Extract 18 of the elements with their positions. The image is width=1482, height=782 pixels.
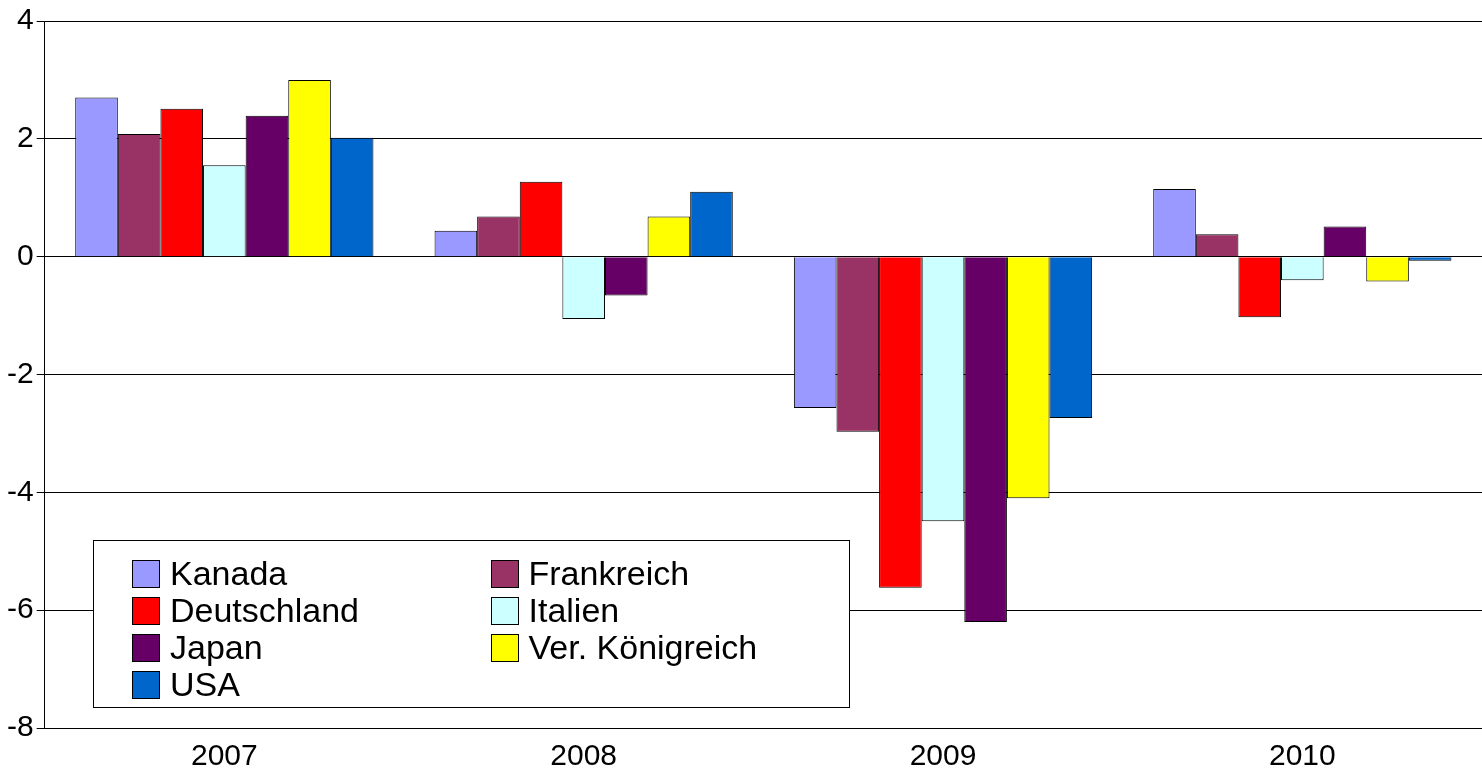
y-tick-label: -4: [6, 473, 34, 507]
legend-label: Ver. Königreich: [528, 628, 758, 666]
legend-label: Deutschland: [170, 591, 360, 629]
y-tick-label: -8: [6, 709, 34, 743]
legend-label: USA: [170, 665, 240, 703]
y-tick-label: -6: [6, 591, 34, 625]
legend-label: Japan: [170, 628, 263, 666]
y-tick-label: 0: [16, 237, 34, 271]
legend-label: Frankreich: [528, 554, 690, 592]
x-tick-label: 2010: [1268, 738, 1336, 772]
x-tick-label: 2008: [550, 738, 618, 772]
x-tick-label: 2007: [190, 738, 258, 772]
y-tick-label: 4: [16, 2, 34, 36]
x-tick-label: 2009: [909, 738, 977, 772]
y-tick-label: -2: [6, 355, 34, 389]
y-tick-label: 2: [16, 120, 34, 154]
legend-label: Italien: [528, 591, 620, 629]
legend-label: Kanada: [170, 554, 288, 592]
